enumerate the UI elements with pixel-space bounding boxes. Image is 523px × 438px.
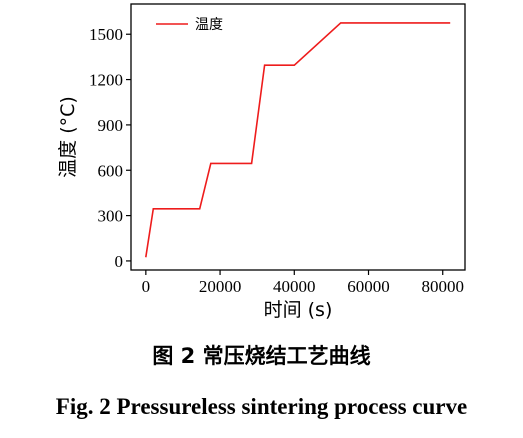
y-tick-label: 1500 [89, 25, 123, 44]
x-tick-label: 60000 [347, 277, 390, 296]
x-tick-label: 20000 [199, 277, 242, 296]
x-axis-title: 时间 (s) [264, 299, 333, 321]
figure-caption-chinese: 图 2 常压烧结工艺曲线 [152, 344, 371, 368]
y-tick-label: 900 [98, 116, 124, 135]
series-line-temperature [145, 22, 451, 258]
y-tick-label: 300 [98, 207, 124, 226]
legend: 温度 [156, 17, 223, 33]
x-tick-label: 80000 [421, 277, 464, 296]
figure-caption-english: Fig. 2 Pressureless sintering process cu… [55, 394, 468, 419]
x-tick-label: 40000 [273, 277, 316, 296]
y-tick-label: 1200 [89, 71, 123, 90]
x-tick-label: 0 [142, 277, 151, 296]
y-tick-label: 600 [98, 161, 124, 180]
y-axis-title: 温度 (°C) [57, 96, 79, 178]
y-tick-label: 0 [115, 252, 124, 271]
legend-label: 温度 [195, 17, 223, 33]
plot-frame [130, 3, 466, 271]
chart: 0 20000 40000 60000 80000 0 300 600 900 1200 1500… [57, 3, 466, 321]
